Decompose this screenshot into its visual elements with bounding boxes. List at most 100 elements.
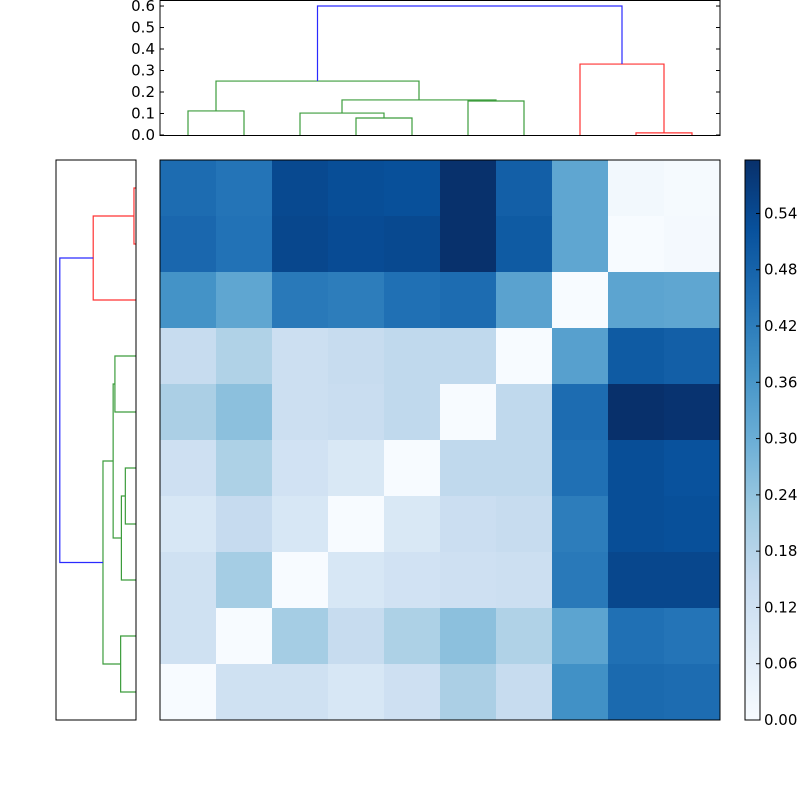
colorbar-tick-label: 0.42 <box>764 317 797 335</box>
heatmap-cell <box>384 552 441 609</box>
heatmap-cell <box>384 160 441 217</box>
heatmap-cell <box>552 216 609 273</box>
heatmap-cell <box>272 160 329 217</box>
heatmap-cell <box>160 440 217 497</box>
heatmap-cell <box>328 608 385 665</box>
heatmap-cell <box>216 552 273 609</box>
heatmap-cell <box>272 216 329 273</box>
dendrogram-link <box>124 467 136 525</box>
heatmap-cell <box>496 384 553 441</box>
heatmap <box>159 159 721 721</box>
heatmap-cell <box>664 272 721 329</box>
dendrogram-link <box>299 112 385 135</box>
heatmap-cell <box>160 160 217 217</box>
heatmap-cell <box>160 664 217 721</box>
heatmap-cell <box>328 216 385 273</box>
heatmap-cell <box>608 440 665 497</box>
heatmap-cell <box>664 440 721 497</box>
colorbar-tick-label: 0.30 <box>764 430 797 448</box>
colorbar-tick-label: 0.54 <box>764 204 797 222</box>
heatmap-cell <box>216 384 273 441</box>
heatmap-cell <box>608 608 665 665</box>
heatmap-cell <box>552 384 609 441</box>
heatmap-cell <box>440 328 497 385</box>
heatmap-cell <box>552 160 609 217</box>
top-dendrogram: 0.0 0.1 0.2 0.3 0.4 0.5 0.6 <box>131 0 721 144</box>
heatmap-cell <box>328 552 385 609</box>
dendrogram-link <box>187 110 245 135</box>
dendrogram-link <box>316 5 623 82</box>
heatmap-cell <box>664 608 721 665</box>
heatmap-cell <box>384 440 441 497</box>
dendrogram-link <box>92 215 136 301</box>
heatmap-cell <box>216 216 273 273</box>
heatmap-cell <box>552 552 609 609</box>
colorbar-tick-label: 0.36 <box>764 373 797 391</box>
colorbar: 0.00 0.06 0.12 0.18 0.24 0.30 0.36 0.42 0.48 0.54 <box>744 159 797 729</box>
heatmap-cell <box>496 608 553 665</box>
heatmap-cell <box>440 440 497 497</box>
heatmap-cell <box>496 216 553 273</box>
heatmap-cell <box>384 216 441 273</box>
heatmap-cell <box>160 552 217 609</box>
left-dendrogram-frame <box>55 159 137 721</box>
heatmap-cell <box>496 496 553 553</box>
heatmap-cell <box>664 384 721 441</box>
left-dendrogram <box>55 159 137 721</box>
heatmap-cell <box>272 328 329 385</box>
heatmap-cell <box>608 552 665 609</box>
heatmap-cell <box>496 328 553 385</box>
heatmap-cell <box>328 160 385 217</box>
dendrogram-link <box>215 80 420 111</box>
heatmap-cell <box>328 496 385 553</box>
heatmap-cell <box>328 272 385 329</box>
y-tick-label: 0.2 <box>131 83 155 101</box>
heatmap-cell <box>440 496 497 553</box>
dendrogram-link <box>579 63 665 135</box>
dendrogram-link <box>59 257 103 564</box>
dendrogram-link <box>355 117 413 135</box>
y-tick-label: 0.0 <box>131 126 155 144</box>
heatmap-cell <box>608 328 665 385</box>
heatmap-cell <box>160 328 217 385</box>
heatmap-cell <box>664 216 721 273</box>
heatmap-cell <box>160 216 217 273</box>
heatmap-cell <box>328 664 385 721</box>
dendrogram-link <box>120 495 136 581</box>
heatmap-cell <box>272 664 329 721</box>
heatmap-cell <box>272 272 329 329</box>
heatmap-cell <box>440 216 497 273</box>
colorbar-tick-label: 0.24 <box>764 486 797 504</box>
dendrogram-link <box>114 355 136 413</box>
heatmap-cell <box>216 440 273 497</box>
heatmap-cell <box>384 496 441 553</box>
heatmap-cell <box>552 664 609 721</box>
heatmap-cell <box>664 664 721 721</box>
heatmap-cell <box>608 496 665 553</box>
y-tick-label: 0.3 <box>131 62 155 80</box>
heatmap-cell <box>440 552 497 609</box>
dendrogram-link <box>467 100 525 135</box>
heatmap-cell <box>272 552 329 609</box>
heatmap-cell <box>552 440 609 497</box>
heatmap-cell <box>440 160 497 217</box>
heatmap-cell <box>384 272 441 329</box>
heatmap-cell <box>496 552 553 609</box>
heatmap-cell <box>216 328 273 385</box>
heatmap-cell <box>328 384 385 441</box>
heatmap-cell <box>552 272 609 329</box>
heatmap-frame <box>159 159 721 721</box>
heatmap-cell <box>440 664 497 721</box>
heatmap-cell <box>328 440 385 497</box>
heatmap-cell <box>496 664 553 721</box>
heatmap-cell <box>272 608 329 665</box>
heatmap-cell <box>216 664 273 721</box>
heatmap-cell <box>216 496 273 553</box>
heatmap-cell <box>664 160 721 217</box>
dendrogram-link <box>102 460 121 665</box>
top-dendrogram-frame <box>159 0 721 136</box>
y-tick-label: 0.5 <box>131 19 155 37</box>
heatmap-cell <box>664 328 721 385</box>
